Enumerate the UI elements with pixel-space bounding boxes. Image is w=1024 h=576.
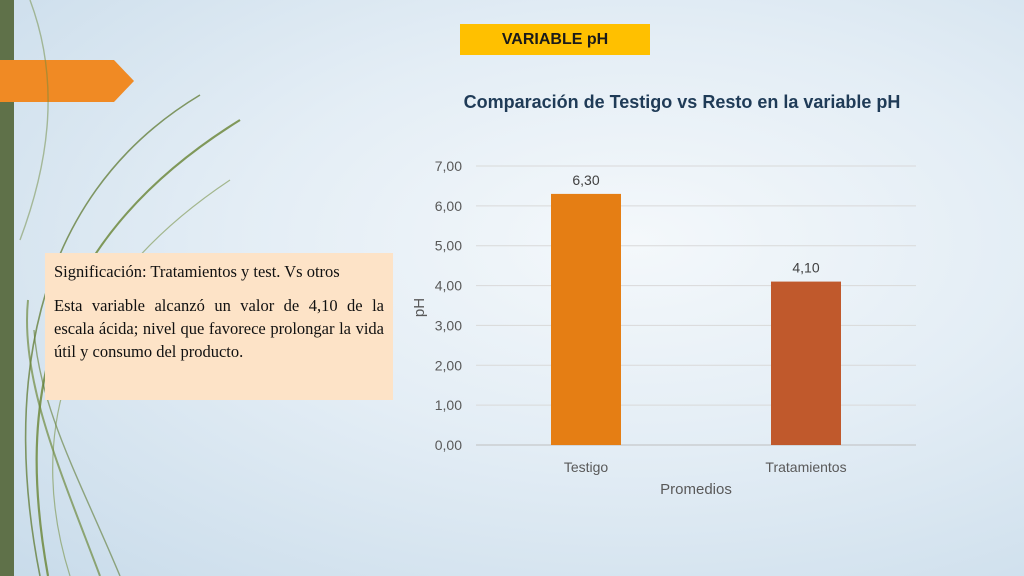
y-tick-label: 3,00: [435, 317, 462, 333]
x-tick-label: Tratamientos: [765, 459, 846, 475]
info-box: Significación: Tratamientos y test. Vs o…: [45, 253, 393, 400]
y-axis-label: pH: [411, 298, 428, 317]
y-tick-label: 4,00: [435, 278, 462, 294]
bar-tratamientos: [771, 281, 841, 445]
left-accent-bar: [0, 0, 14, 576]
chart-title: Comparación de Testigo vs Resto en la va…: [463, 92, 901, 112]
variable-badge: VARIABLE pH: [460, 24, 650, 55]
y-tick-label: 1,00: [435, 397, 462, 413]
info-significance: Significación: Tratamientos y test. Vs o…: [54, 262, 340, 281]
x-tick-label: Testigo: [564, 459, 609, 475]
y-tick-label: 0,00: [435, 437, 462, 453]
y-tick-label: 2,00: [435, 357, 462, 373]
y-tick-label: 5,00: [435, 238, 462, 254]
y-tick-label: 6,00: [435, 198, 462, 214]
data-label: 6,30: [572, 172, 599, 188]
data-label: 4,10: [792, 260, 819, 276]
bar-testigo: [551, 193, 621, 445]
x-axis-label: Promedios: [660, 481, 732, 498]
y-tick-label: 7,00: [435, 158, 462, 174]
info-description: Esta variable alcanzó un valor de 4,10 d…: [54, 296, 384, 361]
orange-arrow-tab: [0, 60, 134, 102]
